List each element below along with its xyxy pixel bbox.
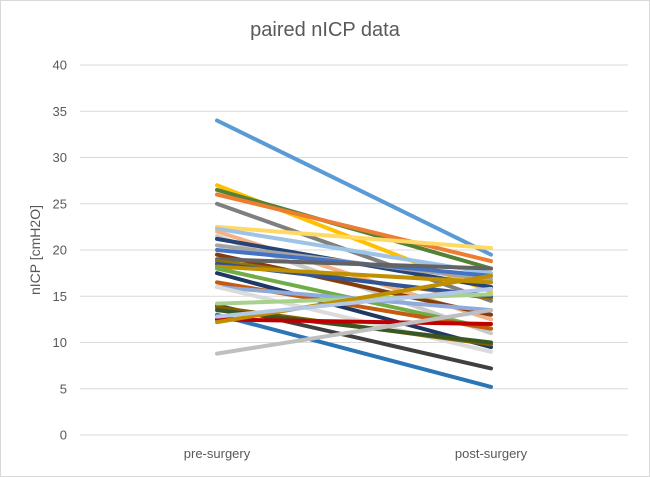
gridlines [80,64,628,436]
series-line-s31 [215,308,493,356]
y-tick-label: 40 [53,58,67,73]
y-tick-label: 30 [53,150,67,165]
x-tick-labels: pre-surgery post-surgery [184,446,528,461]
y-tick-label: 35 [53,104,67,119]
series-line-s4 [215,192,493,264]
x-tick-label: pre-surgery [184,446,251,461]
series-line-s29 [215,273,493,325]
series-line-s27 [215,312,493,389]
series-line-s1 [215,118,493,257]
y-axis-label: nICP [cmH2O] [27,205,43,295]
y-tick-label: 0 [60,428,67,443]
y-tick-label: 5 [60,381,67,396]
y-tick-label: 10 [53,335,67,350]
series-line-s30 [215,286,493,319]
series-line-s17 [215,264,493,285]
y-tick-label: 20 [53,243,67,258]
series-line-s19 [215,271,493,350]
y-tick-labels: 0 5 10 15 20 25 30 35 40 [53,58,67,443]
x-tick-label: post-surgery [455,446,528,461]
series-lines [215,118,493,389]
series-line-s22 [215,285,493,354]
series-line-s14 [215,257,493,271]
series-line-s6 [215,224,493,251]
series-line-s28 [215,317,493,326]
chart-title: paired nICP data [250,19,401,41]
y-tick-label: 25 [53,196,67,211]
y-tick-label: 15 [53,289,67,304]
